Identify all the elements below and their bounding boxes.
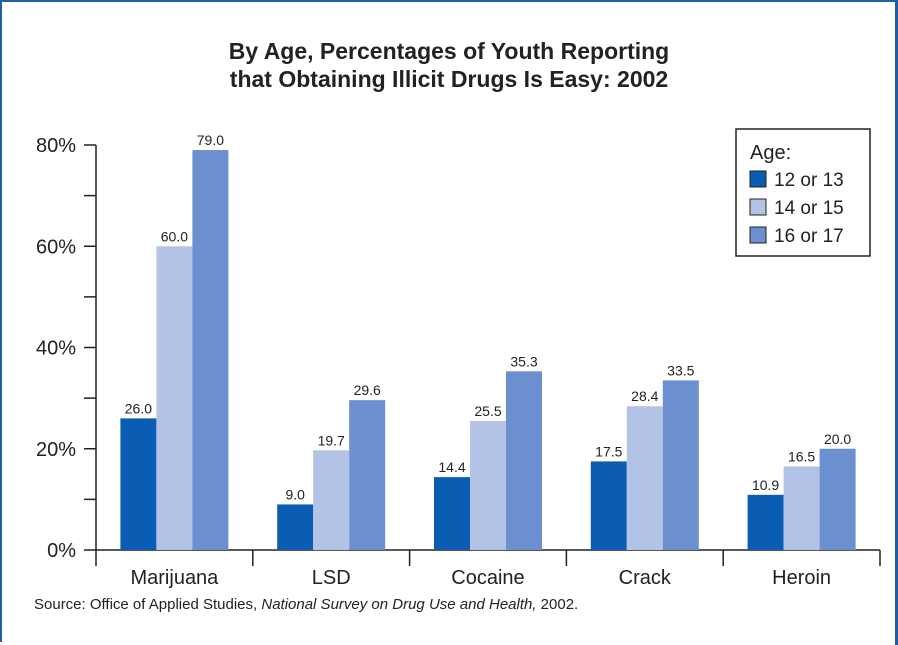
chart-title-line-2: that Obtaining Illicit Drugs Is Easy: 20… [229,66,669,92]
legend-swatch [749,170,767,188]
data-label: 26.0 [125,400,152,416]
data-label: 35.3 [510,353,537,369]
data-label: 28.4 [631,388,658,404]
data-label: 16.5 [788,448,815,464]
legend-swatch [749,226,767,244]
data-label: 9.0 [285,486,305,502]
bar [277,504,314,550]
data-label: 14.4 [438,459,465,475]
chart-frame-right-edge [895,0,898,645]
bar [506,371,542,550]
bar [156,246,193,550]
y-tick-label: 0% [47,540,76,562]
bar [783,466,820,550]
legend-title: Age: [750,142,791,164]
data-label: 17.5 [595,443,622,459]
bar [349,400,386,550]
y-tick-label: 80% [36,135,76,157]
bar [470,420,506,550]
data-label: 79.0 [197,132,224,148]
bar [819,448,856,550]
bar [434,477,470,550]
data-label: 29.6 [354,382,381,398]
legend-label: 14 or 15 [774,198,844,219]
source-title: National Survey on Drug Use and Health, [261,596,537,613]
data-label: 20.0 [824,431,851,447]
y-tick-label: 60% [36,236,76,258]
source-note: Source: Office of Applied Studies, Natio… [34,596,578,613]
source-suffix: 2002. [536,596,579,613]
source-prefix: Source: Office of Applied Studies, [34,596,262,613]
bar [313,450,350,550]
legend-swatch [749,198,767,216]
data-label: 33.5 [667,362,694,378]
x-tick-label: Heroin [772,567,831,589]
chart-title-line-1: By Age, Percentages of Youth Reporting [228,38,670,64]
y-tick-label: 20% [36,439,76,461]
x-tick-label: Cocaine [451,567,524,589]
bar [590,461,627,550]
bar [192,150,229,550]
bar [662,380,699,550]
bar [747,494,784,550]
y-tick-label: 40% [36,338,76,360]
bar [120,418,157,550]
bar [626,406,663,550]
data-label: 10.9 [752,477,779,493]
x-tick-label: LSD [312,567,351,589]
legend-label: 16 or 17 [774,226,844,247]
x-tick-label: Marijuana [130,567,219,589]
legend-label: 12 or 13 [774,170,844,191]
data-label: 19.7 [318,432,345,448]
x-tick-label: Crack [619,567,672,589]
data-label: 25.5 [474,403,501,419]
data-label: 60.0 [161,228,188,244]
